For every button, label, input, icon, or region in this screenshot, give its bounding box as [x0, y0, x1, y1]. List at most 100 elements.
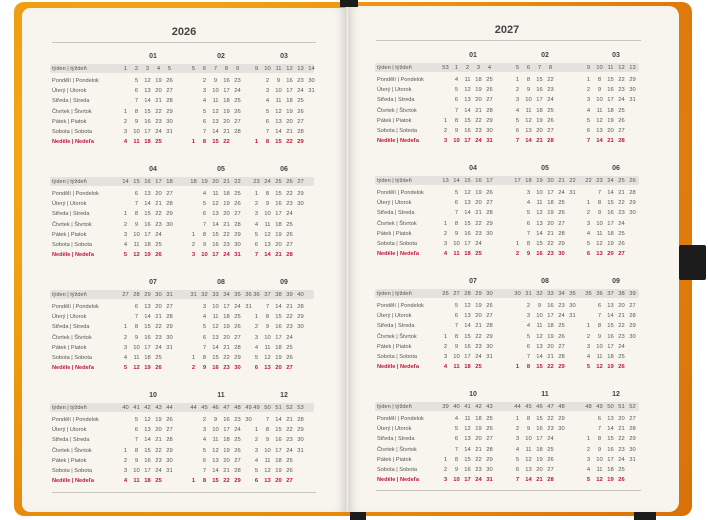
day-cell: 14 [596, 138, 603, 145]
day-cell: 18 [464, 364, 471, 371]
day-cell: 27 [286, 242, 293, 248]
day-cell: 20 [223, 334, 230, 341]
week-number: 32 [201, 291, 208, 298]
day-cell: 2 [586, 446, 591, 453]
week-number: 8 [224, 65, 229, 72]
day-cell: 1 [191, 139, 196, 146]
week-header-band [50, 177, 314, 186]
day-cell: 28 [558, 230, 565, 237]
day-cell: 9 [597, 87, 602, 94]
day-cell: 12 [596, 477, 603, 484]
day-cell: 14 [212, 129, 219, 135]
day-cell: 10 [596, 343, 603, 350]
day-cell: 19 [155, 417, 162, 423]
day-cell: 21 [547, 354, 554, 360]
day-cell: 7 [597, 426, 602, 433]
day-cell: 18 [536, 446, 543, 453]
day-cell: 6 [454, 97, 459, 104]
day-cell: 10 [133, 129, 140, 135]
day-cell: 1 [123, 447, 128, 454]
day-cell: 17 [223, 88, 230, 95]
week-number: 49 [245, 404, 252, 411]
day-cell: 29 [297, 191, 304, 197]
day-cell: 23 [223, 242, 230, 248]
day-cell: 1 [254, 191, 259, 197]
day-cell: 4 [202, 98, 207, 105]
day-cell: 23 [297, 78, 304, 84]
day-cell: 7 [265, 304, 270, 310]
day-cell: 30 [308, 78, 315, 84]
day-cell: 1 [254, 139, 259, 146]
day-cell: 19 [223, 201, 230, 208]
day-cell: 4 [443, 251, 448, 258]
day-label: Pondělí | Pondelok [52, 191, 99, 197]
week-number: 17 [514, 177, 521, 184]
day-cell: 30 [234, 242, 241, 248]
day-cell: 8 [526, 416, 531, 422]
day-cell: 3 [254, 334, 259, 341]
day-cell: 15 [212, 231, 219, 238]
week-number: 46 [212, 404, 219, 411]
day-cell: 13 [144, 304, 151, 310]
day-cell: 14 [144, 437, 151, 444]
day-cell: 25 [618, 230, 625, 237]
week-number: 18 [525, 177, 532, 184]
day-cell: 8 [134, 324, 139, 331]
day-cell: 31 [166, 129, 173, 135]
month-label-05: 05 [217, 166, 225, 173]
day-label: Pondělí | Pondelok [377, 303, 424, 309]
week-row-label: týden | týždeň [52, 404, 87, 411]
day-cell: 24 [547, 436, 554, 443]
week-number: 48 [234, 404, 241, 411]
day-cell: 19 [536, 117, 543, 124]
week-number: 45 [201, 404, 208, 411]
day-cell: 5 [134, 417, 139, 423]
day-cell: 10 [264, 334, 271, 341]
week-number: 10 [596, 64, 603, 71]
day-cell: 20 [475, 436, 482, 443]
day-cell: 15 [536, 364, 543, 371]
day-cell: 1 [443, 333, 448, 340]
day-cell: 5 [254, 355, 259, 361]
day-cell: 26 [234, 447, 241, 454]
day-cell: 18 [607, 354, 614, 360]
day-cell: 16 [536, 87, 543, 94]
day-cell: 26 [618, 241, 625, 247]
day-cell: 10 [453, 354, 460, 360]
day-cell: 18 [547, 323, 554, 330]
day-cell: 23 [475, 343, 482, 350]
day-cell: 25 [234, 314, 241, 321]
day-cell: 12 [264, 231, 271, 238]
day-cell: 9 [454, 343, 459, 350]
day-label: Středa | Streda [52, 211, 90, 218]
day-cell: 30 [166, 118, 173, 125]
day-cell: 25 [286, 344, 293, 351]
day-cell: 14 [525, 477, 532, 484]
day-cell: 17 [547, 313, 554, 320]
day-cell: 23 [286, 324, 293, 331]
day-cell: 31 [486, 354, 493, 360]
week-row-label: týden | týždeň [52, 178, 87, 185]
day-cell: 3 [586, 343, 591, 350]
day-cell: 6 [597, 303, 602, 309]
day-cell: 23 [155, 118, 162, 125]
day-cell: 25 [297, 98, 304, 105]
day-cell: 1 [443, 117, 448, 124]
day-cell: 13 [464, 97, 471, 104]
day-cell: 16 [223, 417, 230, 423]
closure-elastic-strap[interactable] [679, 245, 706, 280]
day-cell: 29 [297, 427, 304, 434]
day-label: Pondělí | Pondelok [377, 190, 424, 196]
day-cell: 2 [515, 251, 520, 258]
day-cell: 5 [586, 477, 591, 484]
day-cell: 22 [223, 139, 230, 146]
day-cell: 3 [586, 456, 591, 463]
day-cell: 7 [265, 129, 270, 135]
day-cell: 6 [254, 478, 259, 485]
day-cell: 3 [254, 211, 259, 218]
day-cell: 16 [275, 201, 282, 208]
day-cell: 5 [254, 231, 259, 238]
week-number: 5 [191, 65, 196, 72]
day-cell: 6 [515, 128, 520, 134]
bottom-elastic-band-right [634, 512, 656, 520]
